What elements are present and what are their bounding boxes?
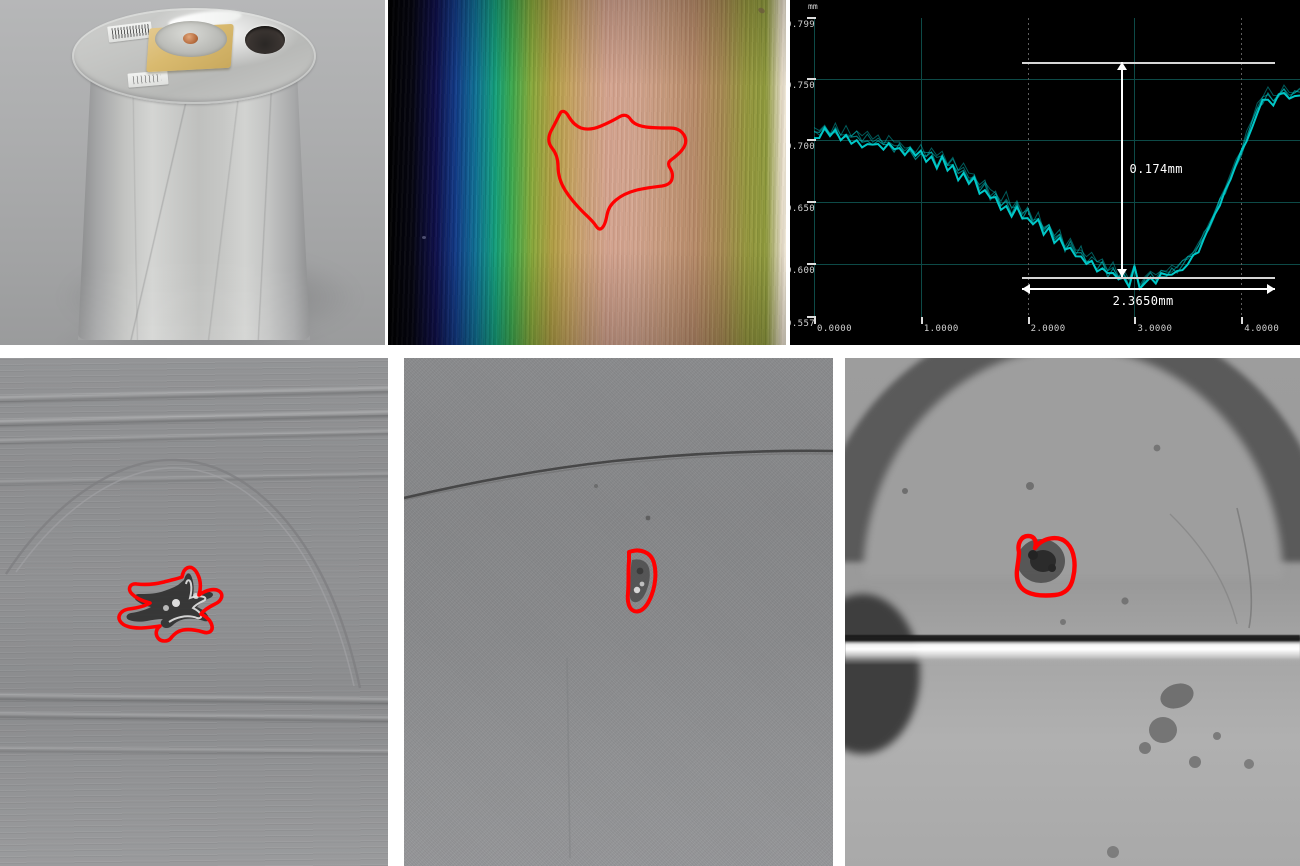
radiograph-background xyxy=(404,358,833,866)
chart-plot-area xyxy=(814,18,1300,317)
chart-unit-label: mm xyxy=(808,2,818,11)
y-axis-label: 0.650 xyxy=(790,204,816,215)
x-axis-label: 2.0000 xyxy=(1030,324,1066,334)
panel-radiographic-image xyxy=(404,358,833,866)
panel-ct-slice-image xyxy=(845,358,1300,866)
x-axis-label: 0.0000 xyxy=(817,324,852,334)
ct-dark-seam xyxy=(845,637,1300,641)
x-gridline xyxy=(814,18,815,317)
x-axis-tick xyxy=(1134,317,1137,324)
width-dimension-line xyxy=(1022,287,1275,290)
x-gridline xyxy=(920,18,922,317)
x-gridline xyxy=(1241,18,1243,317)
micrograph-speck xyxy=(422,236,426,239)
x-gridline xyxy=(1027,18,1029,317)
y-axis-label: 0.700 xyxy=(790,142,816,153)
y-gridline xyxy=(814,78,1300,80)
panel-specimen-photograph xyxy=(0,0,385,345)
depth-dimension-line xyxy=(1120,62,1123,278)
sensor-core xyxy=(183,33,198,44)
x-axis-tick xyxy=(1241,317,1244,324)
y-axis-tick xyxy=(807,201,816,204)
width-arrow-left xyxy=(1022,283,1031,294)
y-axis-label: 0.750 xyxy=(790,80,816,91)
x-axis-tick xyxy=(920,317,923,324)
depth-reference-line-top xyxy=(1022,62,1275,65)
y-axis-tick xyxy=(807,77,816,80)
y-gridline xyxy=(814,263,1300,265)
x-gridline xyxy=(1134,18,1136,317)
y-gridline xyxy=(814,140,1300,142)
profile-trace xyxy=(814,84,1300,291)
panel-ultrasonic-cscan-image xyxy=(0,358,388,866)
depth-arrow-down xyxy=(1116,269,1127,278)
depth-measurement-label: 0.174mm xyxy=(1129,161,1183,176)
y-axis-tick xyxy=(807,262,816,265)
y-axis-label: 0.557 xyxy=(790,319,816,329)
cylinder-top-rim xyxy=(72,8,316,104)
y-gridline xyxy=(814,202,1300,204)
cscan-horizontal-bands xyxy=(0,358,388,866)
x-axis-tick xyxy=(1027,317,1030,324)
width-measurement-label: 2.3650mm xyxy=(1112,293,1174,308)
x-axis-label: 1.0000 xyxy=(923,324,959,334)
micrograph-vignette xyxy=(388,0,786,345)
width-arrow-right xyxy=(1266,283,1275,294)
x-axis-label: 3.0000 xyxy=(1137,324,1173,334)
depth-arrow-up xyxy=(1116,62,1127,71)
y-axis-tick xyxy=(807,17,816,19)
y-axis-label: 0.799 xyxy=(790,20,816,30)
y-axis-tick xyxy=(807,139,816,142)
bore-hole xyxy=(245,26,285,54)
x-axis-tick xyxy=(814,317,816,324)
depth-reference-line-bottom xyxy=(1022,277,1275,280)
y-axis-tick xyxy=(807,316,816,318)
panel-laser-colour-micrograph xyxy=(388,0,786,345)
y-axis-label: 0.600 xyxy=(790,265,816,276)
x-axis-label: 4.0000 xyxy=(1244,324,1280,334)
radiograph-film-grain xyxy=(404,358,833,866)
